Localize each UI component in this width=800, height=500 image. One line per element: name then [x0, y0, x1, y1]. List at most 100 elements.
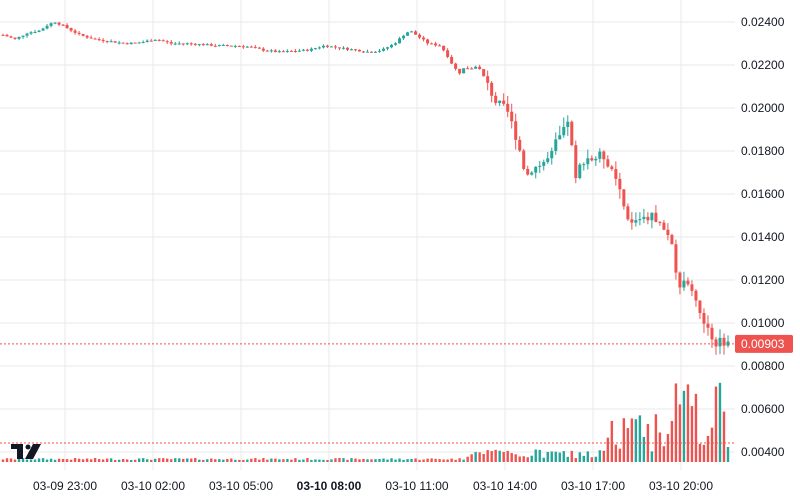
volume-bar: [630, 418, 634, 462]
volume-bar: [81, 459, 85, 462]
volume-bar: [710, 427, 714, 462]
volume-bar: [718, 382, 722, 462]
last-price-label: 0.00903: [741, 337, 785, 351]
volume-bar: [550, 451, 553, 462]
volume-bar: [366, 459, 369, 462]
tradingview-logo-icon[interactable]: [11, 444, 41, 459]
volume-bar: [626, 428, 630, 462]
candle-body: [366, 51, 370, 53]
volume-bar: [418, 459, 421, 462]
volume-bar: [506, 450, 509, 462]
candle-body: [361, 51, 365, 53]
volume-bar: [234, 459, 237, 462]
candle-body: [9, 36, 13, 38]
candle-body: [510, 111, 514, 122]
volume-bar: [522, 456, 525, 462]
candle-body: [422, 37, 426, 40]
volume-bar: [486, 450, 489, 462]
volume-bar: [226, 458, 229, 462]
volume-bar: [49, 458, 53, 462]
candle-body: [53, 22, 57, 24]
candle-body: [666, 229, 670, 236]
candle-body: [173, 43, 177, 45]
volume-bar: [89, 459, 93, 462]
volume-bar: [518, 456, 521, 462]
candle-body: [269, 50, 273, 52]
volume-bar: [266, 459, 269, 462]
volume-bar: [17, 459, 21, 462]
candle-body: [113, 41, 117, 43]
candle-body: [602, 151, 606, 160]
volume-bar: [490, 451, 493, 462]
volume-bar: [342, 458, 345, 462]
candle-body: [313, 48, 317, 50]
y-tick-label: 0.01200: [741, 273, 785, 287]
volume-bar: [694, 393, 698, 462]
volume-bar: [618, 448, 622, 462]
candle-body: [153, 39, 157, 41]
candle-body: [578, 164, 582, 179]
candle-body: [674, 244, 678, 273]
candle-body: [209, 44, 213, 46]
candle-body: [213, 45, 217, 47]
candle-body: [161, 40, 165, 42]
candle-body: [265, 50, 269, 52]
candle-body: [438, 45, 442, 47]
y-tick-label: 0.00800: [741, 359, 785, 373]
y-tick-label: 0.01800: [741, 144, 785, 158]
x-tick-label: 03-10 05:00: [209, 479, 273, 493]
candle-body: [141, 41, 145, 43]
candle-body: [317, 47, 321, 49]
volume-bar: [194, 458, 197, 462]
candle-body: [309, 48, 313, 51]
volume-bar: [306, 458, 309, 462]
volume-bar: [614, 444, 618, 462]
candle-body: [698, 300, 702, 314]
candle-body: [245, 46, 249, 48]
candle-body: [718, 337, 722, 347]
candle-body: [25, 33, 29, 36]
volume-bar: [69, 459, 73, 462]
volume-bar: [21, 458, 25, 462]
volume-bar: [141, 458, 145, 462]
volume-bar: [398, 458, 401, 462]
candle-body: [722, 337, 726, 346]
x-tick-label: 03-09 23:00: [33, 479, 97, 493]
volume-bar: [410, 459, 413, 462]
volume-bar: [622, 418, 626, 462]
volume-bar: [298, 459, 301, 462]
candle-body: [518, 139, 522, 151]
candle-body: [550, 150, 554, 159]
volume-bar: [290, 459, 293, 462]
volume-bar: [174, 458, 177, 462]
volume-bar: [582, 455, 586, 462]
candle-body: [45, 25, 49, 29]
candle-body: [446, 50, 450, 57]
candle-body: [341, 47, 345, 49]
candle-body: [538, 165, 542, 167]
candle-body: [121, 42, 125, 44]
candle-body: [418, 34, 422, 38]
candle-body: [558, 135, 562, 140]
volume-bar: [154, 458, 157, 462]
volume-bar: [178, 458, 181, 462]
volume-bar: [318, 459, 321, 462]
volume-bar: [646, 423, 650, 462]
volume-bar: [29, 459, 33, 462]
volume-bar: [678, 404, 682, 462]
volume-bar: [690, 406, 694, 462]
candle-body: [414, 31, 418, 35]
volume-bar: [270, 458, 273, 462]
x-tick-label: 03-10 17:00: [561, 479, 625, 493]
candle-body: [566, 121, 570, 127]
candle-body: [225, 44, 229, 46]
candle-body: [133, 42, 137, 44]
volume-bar: [650, 451, 654, 462]
y-tick-label: 0.02000: [741, 101, 785, 115]
candle-body: [185, 43, 189, 45]
volume-bar: [634, 419, 638, 462]
candle-body: [357, 49, 361, 52]
candle-body: [325, 45, 329, 47]
